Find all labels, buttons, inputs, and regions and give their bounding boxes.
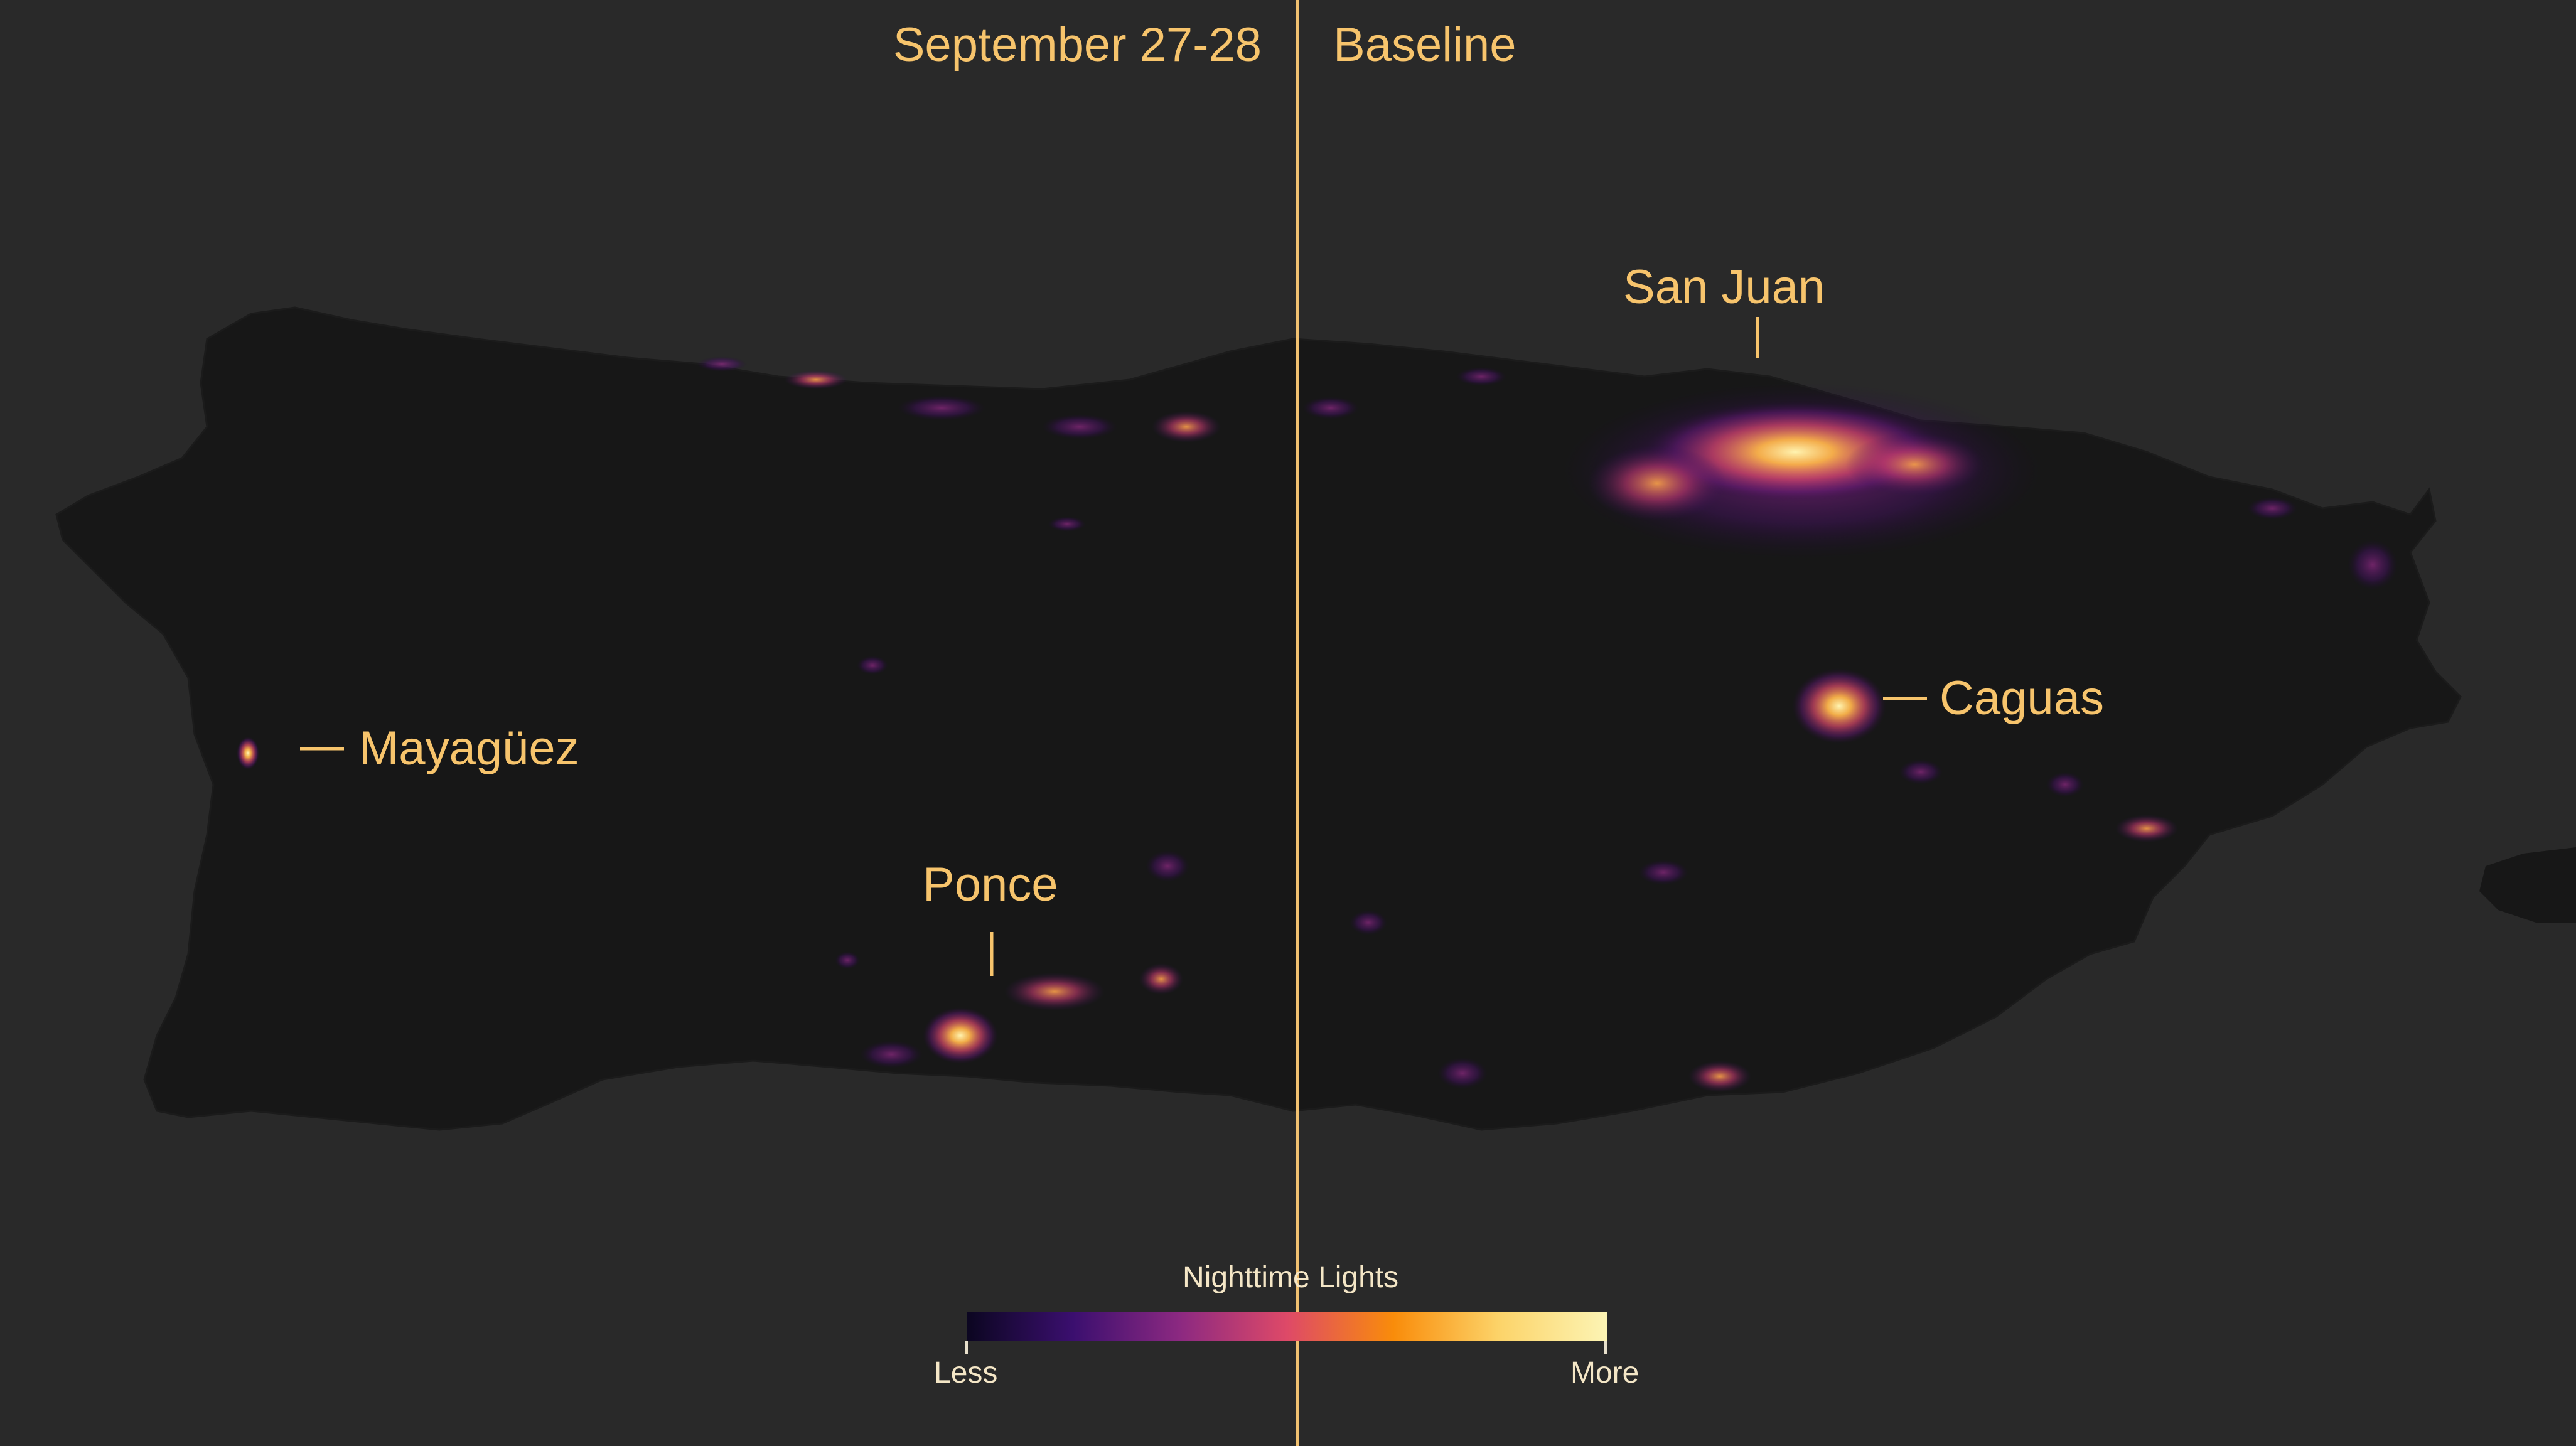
north-coast-lights-2: [1042, 414, 1117, 439]
south-east-lights-2: [1437, 1058, 1488, 1089]
interior-lights-2: [1146, 850, 1189, 882]
north-coast-lights-3: [898, 395, 985, 420]
interior-lights-3: [1048, 517, 1086, 532]
interior-lights-1: [857, 656, 888, 675]
north-coast-lights-5: [697, 356, 747, 372]
legend-min-label: Less: [934, 1356, 998, 1390]
city-label-ponce: Ponce: [923, 858, 1058, 911]
city-label-san-juan: San Juan: [1623, 260, 1825, 314]
lights-left-half: [237, 356, 1221, 1068]
lights-right-half: [1302, 367, 2398, 1092]
legend-tick-max: [1604, 1341, 1607, 1354]
central-lights-1: [1350, 910, 1387, 935]
city-label-caguas: Caguas: [1940, 672, 2104, 725]
ponce-lights-east: [1004, 973, 1105, 1010]
central-lights-2: [1899, 759, 1943, 785]
east-lights-2: [2115, 815, 2178, 842]
south-lights-2: [1139, 963, 1183, 995]
north-lights-3: [2247, 497, 2297, 520]
east-lights-3: [2046, 772, 2084, 797]
ponce-lights: [923, 1007, 998, 1064]
period-label-left: September 27-28: [893, 18, 1262, 72]
legend-tick-min: [965, 1341, 968, 1354]
north-coast-lights-4: [785, 370, 847, 389]
legend-title: Nighttime Lights: [1183, 1261, 1399, 1294]
north-coast-lights-1: [1152, 411, 1221, 442]
legend-color-bar: [967, 1312, 1607, 1341]
mayaguez-lights: [237, 737, 259, 769]
small-island: [2479, 847, 2576, 923]
period-label-right: Baseline: [1333, 18, 1516, 72]
south-lights-1: [835, 951, 860, 969]
south-east-lights-3: [1638, 860, 1688, 885]
east-lights-1: [2348, 540, 2398, 590]
san-juan-lights-east: [1845, 433, 1983, 496]
ponce-lights-west: [860, 1041, 923, 1068]
san-juan-lights-west: [1588, 446, 1726, 521]
north-lights-1: [1302, 397, 1359, 419]
south-east-lights-1: [1688, 1061, 1751, 1092]
caguas-lights: [1792, 668, 1886, 744]
legend-max-label: More: [1570, 1356, 1640, 1390]
city-label-mayaguez: Mayagüez: [359, 722, 579, 775]
north-lights-2: [1456, 367, 1506, 386]
